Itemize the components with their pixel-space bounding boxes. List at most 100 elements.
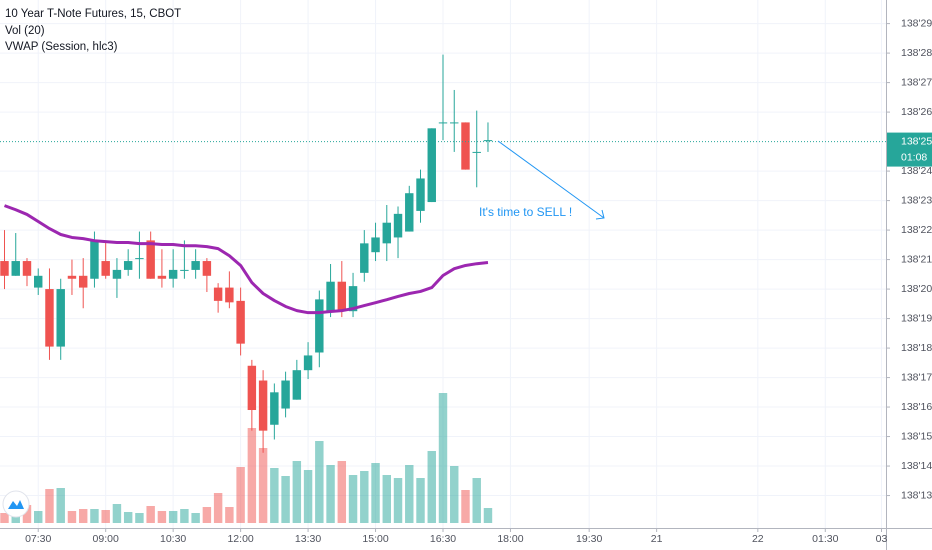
volume-bar xyxy=(225,507,234,523)
logo-circle[interactable] xyxy=(2,490,30,518)
volume-bar xyxy=(461,490,470,523)
vwap-line xyxy=(3,204,489,315)
volume-bar xyxy=(326,465,335,523)
candle-body xyxy=(45,289,54,347)
candle-body xyxy=(236,300,245,344)
volume-bar xyxy=(382,475,391,523)
y-tick-label: 138'190 xyxy=(901,312,932,324)
volume-bar xyxy=(360,471,369,523)
annotation-arrow xyxy=(497,140,605,219)
x-tick-label: 10:30 xyxy=(160,533,186,545)
volume-bar xyxy=(34,511,43,523)
x-tick-label: 22 xyxy=(752,533,764,545)
volume-pane xyxy=(0,393,493,523)
volume-bar xyxy=(337,461,347,523)
annotation-arrowhead xyxy=(595,209,605,220)
candle-body xyxy=(112,269,122,279)
volume-bar xyxy=(146,506,155,523)
volume-bar xyxy=(258,448,268,523)
price-pane xyxy=(0,54,886,453)
candle-body xyxy=(472,151,481,153)
volume-bar xyxy=(483,508,493,523)
candle-body xyxy=(258,380,268,431)
volume-bar xyxy=(303,470,313,523)
candle-body xyxy=(191,261,200,270)
chart-title: 10 Year T-Note Futures, 15, CBOT xyxy=(5,8,181,20)
y-tick-label: 138'220 xyxy=(901,224,932,236)
y-tick-label: 138'130 xyxy=(901,489,932,501)
volume-bar xyxy=(236,467,245,523)
y-tick-label: 138'270 xyxy=(901,76,932,88)
volume-bar xyxy=(472,478,481,523)
candle-body xyxy=(146,240,155,279)
volume-bar xyxy=(135,513,144,523)
volume-bar xyxy=(348,475,358,523)
candle-body xyxy=(315,299,324,353)
volume-bar xyxy=(438,393,448,523)
y-tick-label: 138'290 xyxy=(901,17,932,29)
logo-icon[interactable] xyxy=(8,500,24,509)
y-tick-label: 138'210 xyxy=(901,253,932,265)
volume-bar xyxy=(0,513,9,523)
x-tick-label: 01:30 xyxy=(812,533,838,545)
x-tick-label: 18:00 xyxy=(497,533,523,545)
y-tick-label: 138'260 xyxy=(901,106,932,118)
candle-body xyxy=(56,289,65,347)
candle-body xyxy=(78,275,88,288)
volume-bar xyxy=(292,461,302,523)
logo[interactable] xyxy=(2,490,30,518)
volume-bar xyxy=(56,488,65,523)
volume-bar xyxy=(168,511,178,523)
candle-body xyxy=(90,240,99,279)
candle-body xyxy=(0,261,9,276)
candle-body xyxy=(101,261,110,276)
candle-body xyxy=(450,122,459,124)
candle-body xyxy=(483,140,493,142)
candle-body xyxy=(292,370,302,400)
volume-bar xyxy=(112,504,122,523)
legend-volume: Vol (20) xyxy=(5,25,45,37)
x-tick-label: 21 xyxy=(651,533,663,545)
candle-body xyxy=(213,287,223,301)
volume-bar xyxy=(180,509,189,523)
x-tick-label: 03 xyxy=(876,533,888,545)
candle-body xyxy=(67,275,77,279)
candle-body xyxy=(438,122,448,124)
x-tick-label: 09:00 xyxy=(93,533,119,545)
x-tick-label: 19:30 xyxy=(576,533,602,545)
volume-bar xyxy=(157,511,167,523)
legend-vwap: VWAP (Session, hlc3) xyxy=(5,41,118,53)
volume-bar xyxy=(22,505,32,523)
candle-body xyxy=(157,275,167,279)
volume-bar xyxy=(281,476,290,523)
last-price-label: 138'250 xyxy=(901,135,932,147)
volume-bar xyxy=(405,465,414,523)
y-tick-label: 138'140 xyxy=(901,460,932,472)
candle-body xyxy=(281,380,290,409)
annotation: It's time to SELL ! xyxy=(479,205,572,219)
y-tick-label: 138'200 xyxy=(901,283,932,295)
candle-body xyxy=(123,261,133,270)
candle-body xyxy=(135,258,144,260)
candle-body xyxy=(270,392,279,425)
y-tick-label: 138'150 xyxy=(901,430,932,442)
candle-body xyxy=(393,213,403,238)
candle-body xyxy=(326,281,335,312)
x-tick-label: 15:00 xyxy=(362,533,388,545)
candle-body xyxy=(202,261,212,276)
volume-bar xyxy=(315,441,324,523)
x-tick-label: 07:30 xyxy=(25,533,51,545)
candle-body xyxy=(371,237,380,253)
volume-bar xyxy=(427,451,436,523)
y-tick-label: 138'180 xyxy=(901,342,932,354)
candle-body xyxy=(180,269,189,271)
volume-bar xyxy=(101,510,110,523)
volume-bar xyxy=(202,507,212,523)
volume-bar xyxy=(450,466,459,523)
volume-bar xyxy=(78,509,88,523)
last-price-tag xyxy=(887,132,932,167)
candle-body xyxy=(225,287,234,303)
candle-body xyxy=(382,222,391,244)
